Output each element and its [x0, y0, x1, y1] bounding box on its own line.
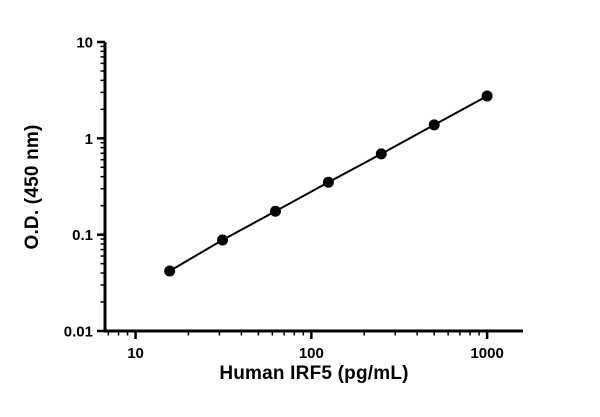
x-tick-label: 100	[299, 345, 324, 362]
data-point	[217, 234, 229, 246]
data-point	[481, 90, 493, 102]
y-tick-label: 10	[76, 35, 93, 52]
x-tick-label: 10	[127, 345, 144, 362]
data-point	[428, 119, 440, 131]
data-point	[322, 176, 334, 188]
x-axis-title: Human IRF5 (pg/mL)	[219, 363, 409, 384]
data-point	[375, 148, 387, 160]
y-axis-title: O.D. (450 nm)	[22, 124, 43, 250]
y-tick-label: 0.01	[64, 324, 93, 341]
y-tick-label: 0.1	[72, 227, 93, 244]
data-point	[164, 265, 176, 277]
x-tick-label: 1000	[470, 345, 503, 362]
y-tick-label: 1	[85, 131, 93, 148]
data-point	[269, 205, 281, 217]
